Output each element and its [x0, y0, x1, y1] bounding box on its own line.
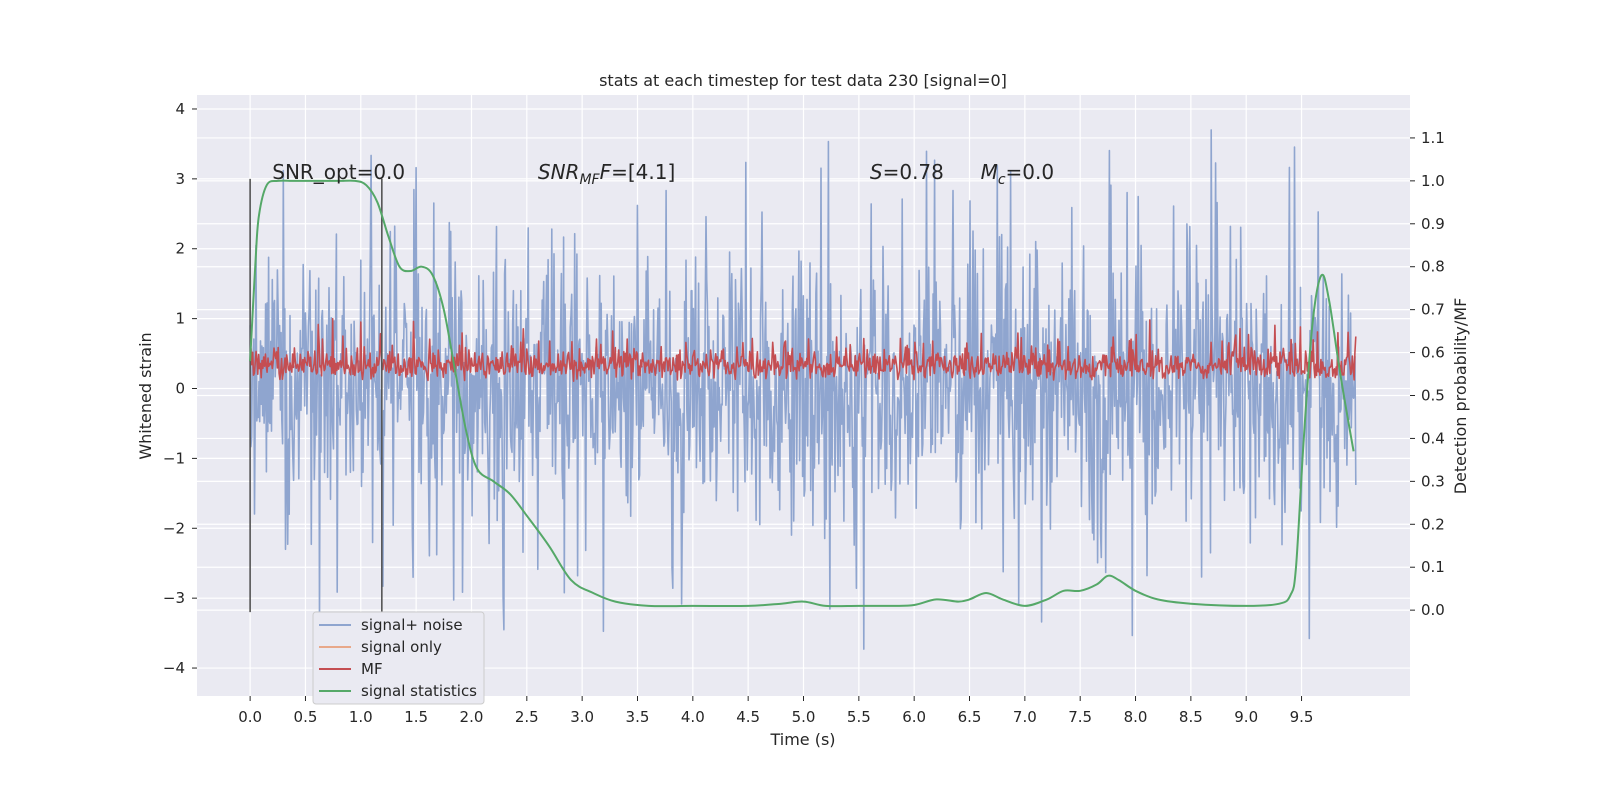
y-tick-label-4: 0: [175, 380, 185, 398]
annotation-1: SNRMFF=[4.1]: [538, 160, 675, 188]
y-axis-right-ticks: 0.0 0.1 0.2 0.3 0.4 0.5 0.6 0.7 0.8 0.9 1.0 1.1: [1410, 129, 1445, 619]
y-axis-label: Whitened strain: [136, 332, 155, 459]
x-tick-label-17: 8.5: [1179, 708, 1203, 726]
y-right-tick-label-3: 0.3: [1421, 472, 1445, 490]
y-tick-label-3: −1: [163, 449, 185, 467]
x-axis-label: Time (s): [769, 730, 835, 749]
x-tick-label-15: 7.5: [1068, 708, 1092, 726]
legend-label-signal-noise: signal+ noise: [361, 616, 463, 634]
annotation-0: SNR_opt=0.0: [272, 160, 405, 184]
y-tick-label-8: 4: [175, 100, 185, 118]
annotations: SNR_opt=0.0 SNRMFF=[4.1] S=0.78 Mc=0.0: [272, 160, 1054, 188]
y-axis-right-label: Detection probability/MF: [1451, 298, 1470, 495]
y-tick-label-0: −4: [163, 659, 185, 677]
y-tick-label-2: −2: [163, 519, 185, 537]
y-right-tick-label-7: 0.7: [1421, 301, 1445, 319]
legend: signal+ noise signal only MF signal stat…: [312, 611, 485, 705]
x-tick-label-8: 4.0: [681, 708, 705, 726]
legend-label-signal-only: signal only: [361, 638, 442, 656]
x-tick-label-12: 6.0: [902, 708, 926, 726]
legend-box: [312, 611, 485, 705]
y-right-tick-label-6: 0.6: [1421, 344, 1445, 362]
x-tick-label-2: 1.0: [349, 708, 373, 726]
y-right-tick-label-1: 0.1: [1421, 558, 1445, 576]
line-mf: [249, 317, 1357, 382]
y-tick-label-5: 1: [175, 310, 185, 328]
x-tick-label-3: 1.5: [404, 708, 428, 726]
annotation-2: S=0.78: [870, 160, 944, 184]
y-right-tick-label-2: 0.2: [1421, 515, 1445, 533]
x-tick-label-16: 8.0: [1124, 708, 1148, 726]
y-tick-label-6: 2: [175, 240, 185, 258]
y-right-tick-label-10: 1.0: [1421, 172, 1445, 190]
line-signal-statistics: [249, 179, 1355, 608]
x-tick-label-14: 7.0: [1013, 708, 1037, 726]
line-signal-noise: [249, 129, 1357, 650]
y-tick-label-7: 3: [175, 170, 185, 188]
x-tick-label-10: 5.0: [792, 708, 816, 726]
annotation-3: Mc=0.0: [981, 160, 1055, 188]
x-tick-label-0: 0.0: [238, 708, 262, 726]
series-signal-noise: [249, 129, 1357, 650]
x-axis-ticks: 0.0 0.5 1.0 1.5 2.0 2.5 3.0 3.5 4.0 4.5 5.0 5.5 6.0 6…: [238, 696, 1313, 726]
y-right-tick-label-4: 0.4: [1421, 429, 1445, 447]
x-tick-label-13: 6.5: [958, 708, 982, 726]
y-right-tick-label-8: 0.8: [1421, 258, 1445, 276]
legend-label-mf: MF: [361, 660, 383, 678]
x-tick-label-7: 3.5: [626, 708, 650, 726]
x-tick-label-1: 0.5: [294, 708, 318, 726]
series-signal-statistics: [249, 179, 1355, 608]
chart-title: stats at each timestep for test data 230…: [599, 71, 1007, 90]
y-tick-label-1: −3: [163, 589, 185, 607]
y-axis-ticks: −4 −3 −2 −1 0 1 2 3 4: [163, 100, 197, 677]
x-tick-label-18: 9.0: [1234, 708, 1258, 726]
x-tick-label-9: 4.5: [736, 708, 760, 726]
x-tick-label-4: 2.0: [460, 708, 484, 726]
vertical-markers: [249, 178, 383, 613]
x-tick-label-11: 5.5: [847, 708, 871, 726]
y-right-tick-label-11: 1.1: [1421, 129, 1445, 147]
x-tick-label-19: 9.5: [1290, 708, 1314, 726]
legend-label-signal-statistics: signal statistics: [361, 682, 477, 700]
y-right-tick-label-0: 0.0: [1421, 601, 1445, 619]
x-tick-label-5: 2.5: [515, 708, 539, 726]
series-mf: [249, 317, 1357, 382]
y-right-tick-label-9: 0.9: [1421, 215, 1445, 233]
y-right-tick-label-5: 0.5: [1421, 387, 1445, 405]
x-tick-label-6: 3.0: [570, 708, 594, 726]
